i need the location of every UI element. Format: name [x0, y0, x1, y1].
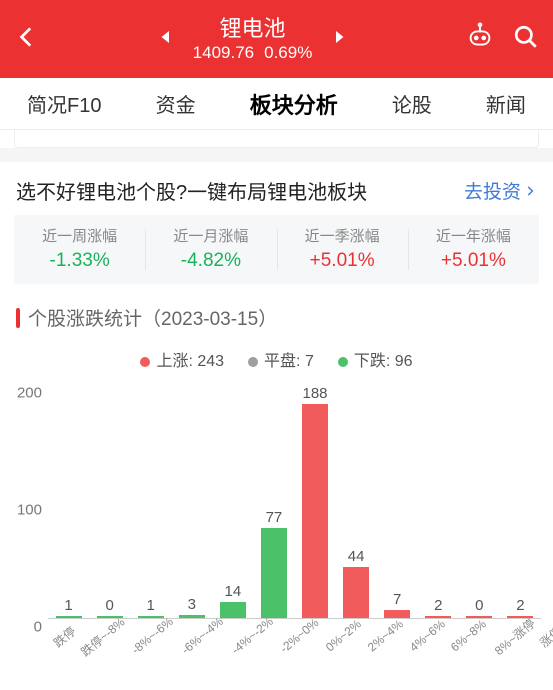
bar-rect	[343, 567, 369, 618]
period-1[interactable]: 近一月涨幅 -4.82%	[145, 215, 276, 284]
tab-3[interactable]: 论股	[392, 89, 432, 118]
bar-rect	[220, 602, 246, 618]
period-label: 近一周涨幅	[14, 225, 145, 246]
app-header: 锂电池 1409.76 0.69%	[0, 0, 553, 78]
y-tick: 200	[17, 385, 42, 402]
bar-value-label: 2	[516, 597, 524, 614]
bar-col-4: 14	[212, 385, 253, 618]
bar-col-2: 1	[130, 385, 171, 618]
bar-value-label: 3	[188, 596, 196, 613]
chart-x-labels: 跌停跌停~-8%-8%~-6%-6%~-4%-4%~-2%-2%~0%0%~2%…	[48, 619, 541, 675]
bar-col-6: 188	[294, 385, 335, 618]
stats-chart: 0 100 200 1 0 1 3 14 77 188 44 7	[8, 385, 545, 675]
y-tick: 100	[17, 502, 42, 519]
legend-dot-icon	[338, 357, 348, 367]
period-2[interactable]: 近一季涨幅 +5.01%	[277, 215, 408, 284]
period-stats: 近一周涨幅 -1.33%近一月涨幅 -4.82%近一季涨幅 +5.01%近一年涨…	[14, 215, 539, 284]
bar-value-label: 188	[302, 385, 327, 402]
tab-0[interactable]: 简况F10	[27, 89, 101, 118]
bar-col-9: 2	[418, 385, 459, 618]
bar-col-3: 3	[171, 385, 212, 618]
bar-col-11: 2	[500, 385, 541, 618]
bar-value-label: 2	[434, 597, 442, 614]
section-title-text: 个股涨跌统计（2023-03-15）	[28, 304, 277, 331]
stock-title: 锂电池	[219, 15, 285, 43]
prev-stock-icon[interactable]	[157, 28, 175, 51]
bar-col-8: 7	[377, 385, 418, 618]
bar-value-label: 14	[225, 583, 242, 600]
period-0[interactable]: 近一周涨幅 -1.33%	[14, 215, 145, 284]
chart-legend: 上涨: 243 平盘: 7 下跌: 96	[0, 347, 553, 371]
promo-link[interactable]: 去投资	[464, 177, 537, 204]
bar-value-label: 0	[105, 597, 113, 614]
assistant-icon[interactable]	[465, 22, 495, 57]
period-label: 近一年涨幅	[408, 225, 539, 246]
back-icon[interactable]	[14, 24, 40, 55]
legend-up: 上涨: 243	[140, 347, 224, 371]
bar-col-1: 0	[89, 385, 130, 618]
period-value: -1.33%	[14, 250, 145, 272]
legend-flat: 平盘: 7	[248, 347, 314, 371]
period-value: +5.01%	[277, 250, 408, 272]
bar-col-10: 0	[459, 385, 500, 618]
bar-col-5: 77	[253, 385, 294, 618]
legend-dot-icon	[140, 357, 150, 367]
period-label: 近一季涨幅	[277, 225, 408, 246]
bar-value-label: 1	[147, 597, 155, 614]
chevron-right-icon	[523, 184, 537, 198]
bar-rect	[302, 404, 328, 618]
next-stock-icon[interactable]	[330, 28, 348, 51]
bar-value-label: 1	[64, 597, 72, 614]
bar-rect	[56, 616, 82, 618]
promo-row: 选不好锂电池个股?一键布局锂电池板块 去投资	[0, 162, 553, 215]
period-3[interactable]: 近一年涨幅 +5.01%	[408, 215, 539, 284]
period-value: -4.82%	[145, 250, 276, 272]
bar-value-label: 7	[393, 591, 401, 608]
stock-price: 1409.76	[193, 42, 254, 63]
bar-rect	[138, 616, 164, 618]
tab-1[interactable]: 资金	[156, 89, 196, 118]
chart-bars: 1 0 1 3 14 77 188 44 7 2	[48, 385, 541, 618]
promo-text: 选不好锂电池个股?一键布局锂电池板块	[16, 176, 367, 205]
bar-col-7: 44	[336, 385, 377, 618]
y-tick: 0	[34, 619, 42, 636]
chart-plot: 1 0 1 3 14 77 188 44 7 2	[48, 385, 541, 619]
legend-dot-icon	[248, 357, 258, 367]
tab-4[interactable]: 新闻	[486, 89, 526, 118]
stock-change: 0.69%	[264, 42, 312, 63]
bar-value-label: 77	[266, 509, 283, 526]
promo-link-label: 去投资	[464, 177, 521, 204]
section-gap	[0, 148, 553, 162]
period-value: +5.01%	[408, 250, 539, 272]
section-accent-bar	[16, 308, 20, 328]
section-title: 个股涨跌统计（2023-03-15）	[0, 284, 553, 341]
bar-value-label: 44	[348, 548, 365, 565]
period-label: 近一月涨幅	[145, 225, 276, 246]
tab-bar: 简况F10 资金 板块分析 论股 新闻	[0, 78, 553, 130]
tab-2[interactable]: 板块分析	[250, 88, 338, 120]
chart-y-axis: 0100200	[8, 385, 48, 619]
bar-rect	[261, 528, 287, 618]
legend-down: 下跌: 96	[338, 347, 413, 371]
x-label-10: 8%~涨停	[491, 615, 553, 689]
header-title-block: 锂电池 1409.76 0.69%	[193, 15, 313, 64]
card-edge	[14, 130, 539, 148]
search-icon[interactable]	[513, 24, 539, 55]
bar-col-0: 1	[48, 385, 89, 618]
bar-rect	[179, 615, 205, 619]
bar-value-label: 0	[475, 597, 483, 614]
